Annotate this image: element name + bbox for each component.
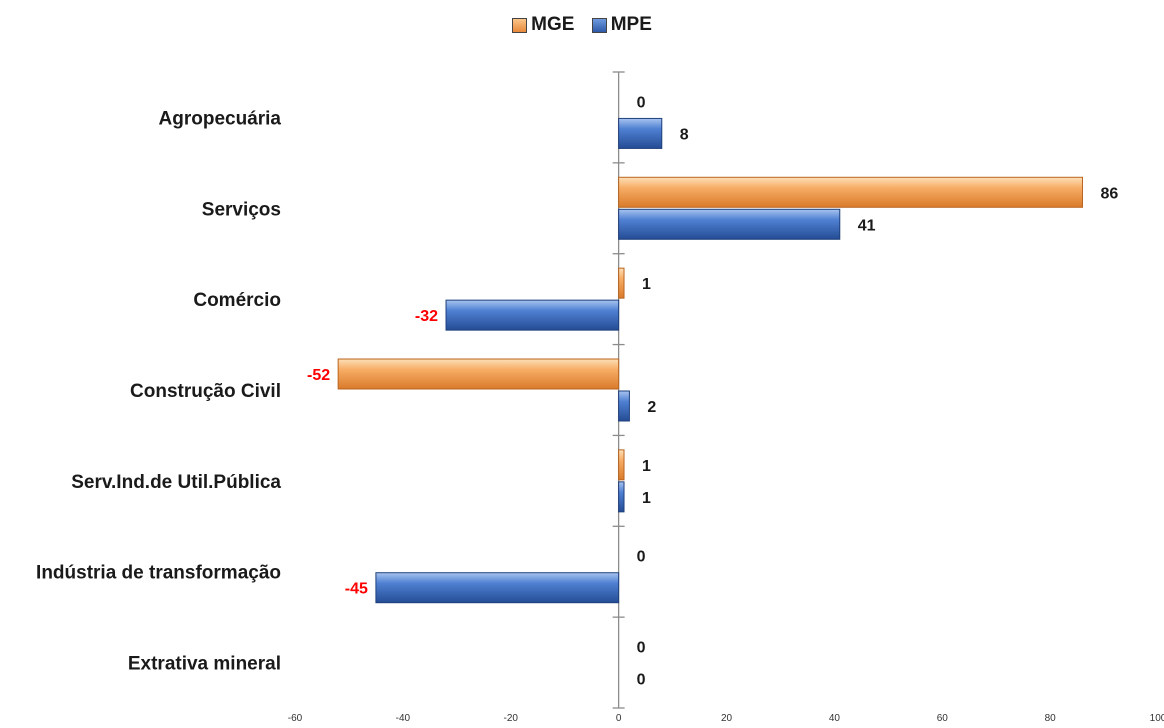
category-label-serv-ind-de-util-publica: Serv.Ind.de Util.Pública — [71, 472, 281, 493]
bar-mge-serv-ind-de-util-publica — [618, 449, 625, 481]
category-label-comercio: Comércio — [193, 290, 281, 311]
x-tick-label: -40 — [396, 713, 411, 724]
legend-item-mpe: MPE — [591, 14, 652, 36]
data-label-mpe-comercio: -32 — [415, 308, 438, 325]
x-tick-label: 0 — [616, 713, 622, 724]
bar-mpe-construcao-civil — [618, 390, 630, 422]
bar-mpe-comercio — [445, 299, 620, 331]
legend: MGE MPE — [0, 14, 1164, 39]
bar-mge-construcao-civil — [337, 358, 620, 390]
data-label-mge-agropecuaria: 0 — [637, 94, 646, 111]
data-label-mpe-industria-de-transformacao: -45 — [345, 581, 368, 598]
category-label-agropecuaria: Agropecuária — [159, 108, 282, 129]
x-tick-label: 20 — [721, 713, 733, 724]
data-label-mge-servicos: 86 — [1100, 185, 1118, 202]
data-label-mge-serv-ind-de-util-publica: 1 — [642, 458, 651, 475]
bar-mge-comercio — [618, 267, 625, 299]
data-label-mpe-serv-ind-de-util-publica: 1 — [642, 490, 651, 507]
legend-swatch-mge — [512, 17, 528, 33]
bar-mpe-agropecuaria — [618, 117, 663, 149]
data-label-mpe-agropecuaria: 8 — [680, 126, 689, 143]
data-label-mge-construcao-civil: -52 — [307, 367, 330, 384]
x-tick-label: 40 — [829, 713, 841, 724]
category-label-construcao-civil: Construção Civil — [130, 381, 281, 402]
data-label-mge-industria-de-transformacao: 0 — [637, 549, 646, 566]
category-label-servicos: Serviços — [202, 199, 281, 220]
bar-mpe-serv-ind-de-util-publica — [618, 481, 625, 513]
x-tick-label: 60 — [937, 713, 949, 724]
bar-mpe-industria-de-transformacao — [375, 572, 620, 604]
category-label-industria-de-transformacao: Indústria de transformação — [36, 563, 281, 584]
legend-label-mge: MGE — [531, 14, 575, 35]
legend-label-mpe: MPE — [610, 14, 652, 35]
data-label-mpe-servicos: 41 — [858, 217, 876, 234]
x-tick-label: 80 — [1045, 713, 1057, 724]
data-label-mpe-construcao-civil: 2 — [647, 399, 656, 416]
data-label-mge-extrativa-mineral: 0 — [637, 640, 646, 657]
category-label-extrativa-mineral: Extrativa mineral — [128, 654, 281, 675]
data-label-mge-comercio: 1 — [642, 276, 651, 293]
legend-swatch-mpe — [591, 17, 607, 33]
legend-item-mge: MGE — [512, 14, 574, 36]
x-tick-label: -60 — [288, 713, 303, 724]
data-label-mpe-extrativa-mineral: 0 — [637, 672, 646, 689]
bar-mge-servicos — [618, 176, 1083, 208]
bar-mpe-servicos — [618, 208, 841, 240]
x-tick-label: 100 — [1150, 713, 1164, 724]
x-tick-label: -20 — [504, 713, 519, 724]
